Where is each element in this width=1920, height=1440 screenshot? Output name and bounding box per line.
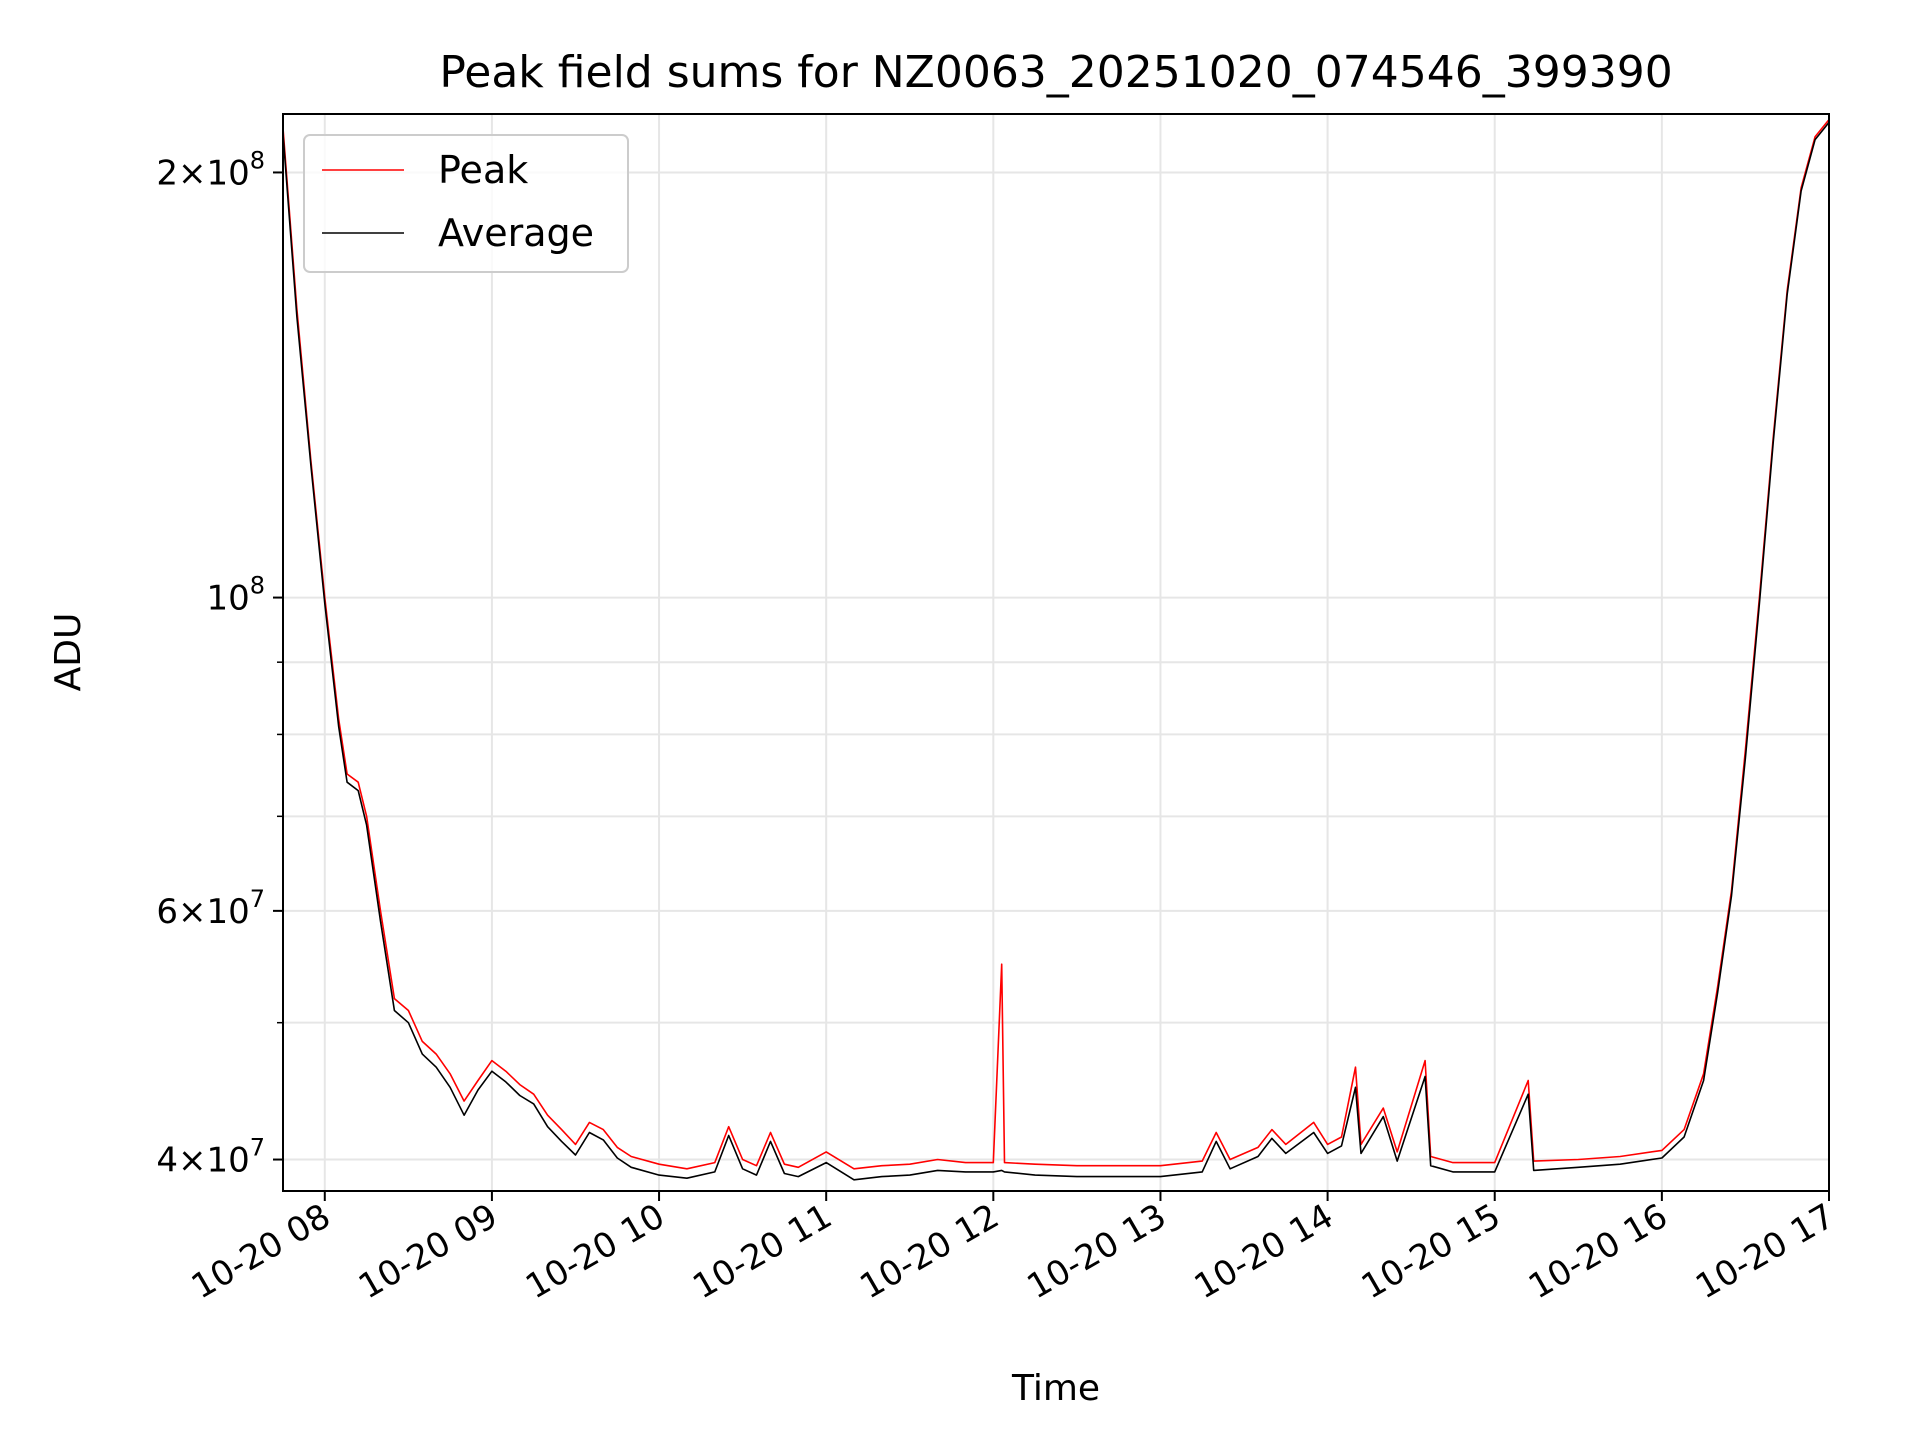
y-tick-label: 4×107 — [156, 1134, 265, 1181]
series-line-average — [282, 121, 1830, 1181]
y-tick-label: 108 — [206, 572, 265, 619]
x-tick-label: 10-20 15 — [1355, 1196, 1507, 1307]
legend-label-peak: Peak — [438, 148, 528, 192]
x-tick-label: 10-20 10 — [519, 1196, 671, 1307]
x-axis-title: Time — [1011, 1368, 1100, 1409]
x-tick-label: 10-20 14 — [1188, 1196, 1340, 1307]
y-axis: 4×107 6×107 108 2×108 — [156, 146, 283, 1181]
plot-frame — [282, 113, 1830, 1192]
x-tick-label: 10-20 08 — [185, 1196, 337, 1307]
x-tick-label: 10-20 17 — [1689, 1196, 1841, 1307]
x-tick-label: 10-20 12 — [853, 1196, 1005, 1307]
y-tick-label: 2×108 — [156, 146, 265, 193]
chart-title: Peak field sums for NZ0063_20251020_0745… — [439, 47, 1672, 98]
x-tick-label: 10-20 13 — [1021, 1196, 1173, 1307]
x-axis: 10-20 08 10-20 09 10-20 10 10-20 11 10-20 12… — [185, 1191, 1842, 1307]
x-tick-label: 10-20 11 — [686, 1196, 838, 1307]
x-tick-label: 10-20 16 — [1522, 1196, 1674, 1307]
series-line-peak — [282, 119, 1830, 1170]
series-layer — [282, 119, 1830, 1181]
legend: Peak Average — [303, 134, 629, 273]
grid — [283, 114, 1830, 1191]
y-tick-label: 6×107 — [156, 885, 265, 932]
y-axis-title: ADU — [48, 613, 89, 692]
legend-label-average: Average — [438, 211, 594, 255]
x-tick-label: 10-20 09 — [352, 1196, 504, 1307]
